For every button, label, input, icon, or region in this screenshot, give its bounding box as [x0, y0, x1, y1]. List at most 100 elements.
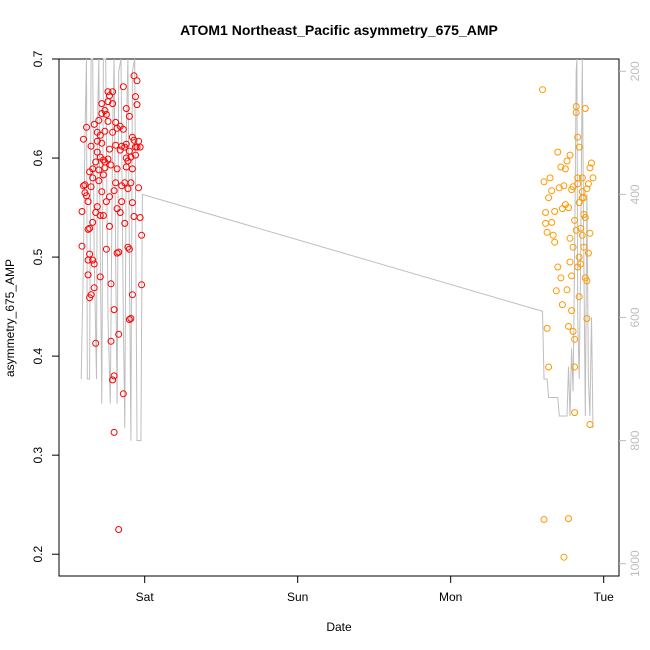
- data-point: [122, 154, 130, 162]
- background-line-layer: [80, 58, 594, 442]
- background-series-line: [80, 58, 594, 442]
- data-point: [132, 93, 139, 101]
- data-point: [540, 516, 548, 523]
- right-tick-label: 600: [628, 307, 642, 327]
- data-point: [551, 208, 559, 215]
- data-point: [122, 140, 130, 148]
- data-point: [115, 330, 123, 338]
- data-point: [98, 188, 106, 196]
- data-point: [572, 226, 580, 234]
- right-tick-label: 1000: [628, 550, 642, 577]
- data-point: [566, 234, 574, 242]
- data-point: [563, 157, 571, 165]
- data-point: [577, 260, 585, 268]
- y-tick-label: 0.7: [31, 50, 45, 67]
- data-point: [125, 112, 133, 120]
- data-point: [84, 225, 92, 233]
- data-point: [81, 181, 89, 189]
- data-point: [96, 273, 104, 281]
- data-point: [558, 205, 566, 213]
- right-tick-label: 400: [628, 184, 642, 204]
- data-point: [132, 151, 139, 159]
- data-point: [586, 229, 594, 237]
- data-point: [112, 141, 120, 149]
- data-point: [86, 250, 94, 258]
- data-point: [575, 293, 583, 301]
- data-point: [110, 428, 118, 436]
- data-point: [104, 88, 112, 96]
- data-point: [583, 185, 591, 193]
- data-point: [86, 224, 94, 232]
- data-point: [83, 123, 90, 131]
- data-point: [106, 222, 113, 230]
- data-point: [589, 174, 597, 182]
- data-point: [115, 526, 123, 533]
- data-point: [569, 243, 577, 251]
- data-point: [571, 363, 579, 371]
- data-point: [132, 143, 139, 151]
- x-tick-label: Sun: [287, 590, 308, 604]
- data-point: [95, 116, 103, 124]
- data-point: [98, 100, 106, 108]
- data-point: [130, 136, 138, 144]
- data-point: [89, 256, 97, 264]
- data-point: [124, 185, 132, 193]
- data-point: [80, 182, 87, 190]
- data-point: [133, 101, 141, 109]
- x-axis-label: Date: [326, 620, 352, 634]
- data-point: [96, 153, 104, 161]
- data-point: [546, 174, 554, 182]
- data-point: [90, 284, 98, 292]
- data-point: [554, 263, 562, 271]
- data-point: [575, 143, 583, 151]
- data-point: [555, 184, 563, 192]
- y-axis-label: asymmetry_675_AMP: [3, 259, 17, 377]
- data-point: [87, 183, 95, 191]
- data-point: [109, 376, 117, 384]
- data-point: [106, 145, 113, 153]
- data-point: [545, 194, 553, 202]
- data-point: [112, 179, 120, 187]
- y-tick-label: 0.4: [31, 347, 45, 364]
- data-point: [557, 163, 565, 171]
- data-point: [95, 177, 103, 185]
- data-point: [109, 100, 117, 108]
- data-point: [568, 186, 576, 194]
- data-point: [102, 198, 110, 206]
- data-point: [101, 164, 109, 172]
- data-point: [110, 372, 118, 380]
- data-point: [89, 174, 97, 182]
- data-point: [92, 339, 100, 347]
- data-point: [101, 127, 109, 135]
- data-point: [116, 209, 124, 216]
- x-axis: Sat Sun Mon Tue: [136, 576, 614, 604]
- data-point: [566, 258, 574, 266]
- data-point: [588, 159, 595, 167]
- data-point: [135, 184, 143, 192]
- data-point: [557, 274, 565, 282]
- data-point: [586, 421, 594, 428]
- data-point: [107, 337, 115, 345]
- data-point: [543, 228, 551, 236]
- data-point: [128, 199, 136, 207]
- data-point: [580, 194, 588, 202]
- data-point: [565, 322, 572, 330]
- data-point: [566, 151, 574, 159]
- y-tick-label: 0.5: [31, 248, 45, 265]
- data-point: [113, 165, 121, 173]
- data-point: [138, 231, 146, 239]
- data-point: [549, 231, 557, 239]
- data-point: [119, 390, 127, 398]
- data-point: [106, 193, 113, 201]
- data-point: [110, 306, 118, 314]
- data-point: [568, 272, 576, 280]
- data-point: [95, 166, 103, 174]
- data-point: [568, 307, 576, 315]
- data-point: [92, 209, 100, 216]
- data-point: [571, 216, 579, 224]
- x-tick-label: Tue: [594, 590, 615, 604]
- data-point: [565, 515, 572, 523]
- data-point: [560, 182, 568, 190]
- data-point: [545, 363, 553, 371]
